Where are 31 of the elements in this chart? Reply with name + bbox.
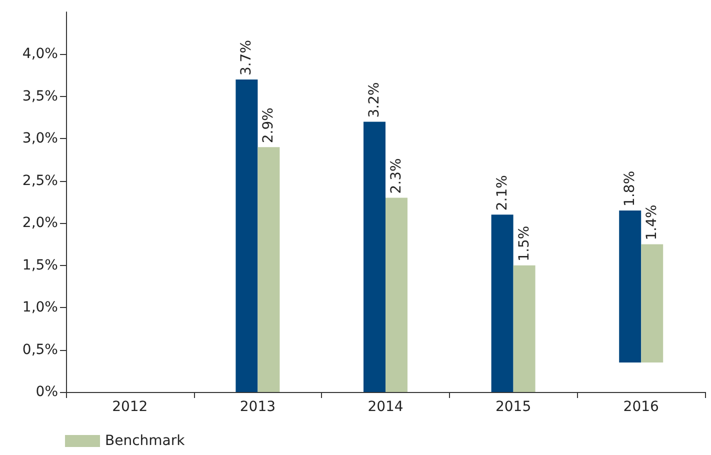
bar xyxy=(641,244,664,362)
y-tick-label: 4,0% xyxy=(22,46,58,62)
y-tick-label: 0% xyxy=(36,384,58,400)
bar xyxy=(513,265,536,392)
y-tick-label: 3,0% xyxy=(22,130,58,147)
x-tick-label: 2014 xyxy=(368,399,404,415)
y-tick-label: 2,5% xyxy=(22,172,58,189)
data-label: 3.2% xyxy=(366,82,382,118)
x-tick-label: 2013 xyxy=(240,399,276,415)
y-tick-label: 1,0% xyxy=(22,300,58,316)
y-tick-label: 2,0% xyxy=(22,215,58,232)
y-tick-label: 3,5% xyxy=(22,88,58,104)
bar xyxy=(386,198,408,392)
data-label: 1.4% xyxy=(644,204,660,240)
legend-label: Benchmark xyxy=(105,433,186,449)
bar xyxy=(491,214,514,392)
data-label: 1.8% xyxy=(622,170,638,206)
x-tick-label: 2016 xyxy=(623,399,659,415)
data-label: 3.7% xyxy=(238,40,255,76)
x-tick-label: 2015 xyxy=(495,399,532,415)
y-tick-label: 0,5% xyxy=(22,342,58,358)
bar xyxy=(258,147,280,392)
bar xyxy=(364,122,386,392)
data-label: 1.5% xyxy=(516,226,532,262)
data-label: 2.9% xyxy=(260,108,277,144)
data-label: 2.3% xyxy=(388,158,404,194)
data-label: 2.1% xyxy=(494,175,510,211)
y-tick-label: 1,5% xyxy=(22,257,58,274)
x-tick-label: 2012 xyxy=(112,399,148,415)
bar xyxy=(619,210,642,362)
bar xyxy=(236,80,258,392)
